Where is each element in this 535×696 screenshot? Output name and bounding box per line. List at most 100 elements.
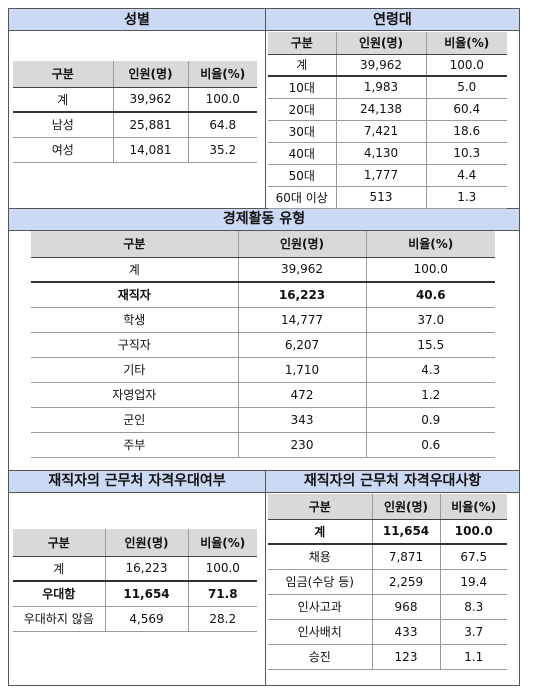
pref-status-row: 우대함 11,654 71.8 bbox=[13, 581, 257, 607]
pref-items-row: 계 11,654 100.0 bbox=[268, 519, 507, 545]
pref-items-row: 승진 123 1.1 bbox=[268, 644, 507, 670]
pref-status-cell: 계 bbox=[13, 556, 106, 582]
pref-status-cell: 11,654 bbox=[105, 581, 189, 607]
pref-status-header-cell: 비율(%) bbox=[188, 529, 257, 557]
preference-status-table: 구분 인원(명) 비율(%) 계 16,223 100.0 우대함 11,654 71.8 우대하… bbox=[13, 529, 257, 632]
pref-items-cell: 968 bbox=[372, 594, 441, 620]
pref-status-cell: 4,569 bbox=[105, 606, 189, 632]
pref-items-cell: 인사배치 bbox=[268, 619, 373, 645]
pref-items-cell: 계 bbox=[268, 519, 373, 545]
age-row: 40대 4,130 10.3 bbox=[268, 142, 507, 165]
pref-items-cell: 8.3 bbox=[440, 594, 507, 620]
pref-items-cell: 채용 bbox=[268, 544, 373, 570]
age-cell: 20대 bbox=[268, 98, 337, 121]
economic-row: 학생 14,777 37.0 bbox=[31, 307, 495, 333]
economic-cell: 자영업자 bbox=[31, 382, 239, 408]
age-cell: 4.4 bbox=[426, 164, 507, 187]
economic-title: 경제활동 유형 bbox=[9, 208, 519, 231]
gender-row: 여성 14,081 35.2 bbox=[13, 137, 257, 163]
pref-items-title: 재직자의 근무처 자격우대사항 bbox=[266, 470, 519, 493]
gender-header-cell: 구분 bbox=[13, 61, 114, 88]
pref-items-cell: 1.1 bbox=[440, 644, 507, 670]
gender-cell: 39,962 bbox=[113, 87, 189, 113]
pref-status-header-cell: 구분 bbox=[13, 529, 106, 557]
gender-cell: 여성 bbox=[13, 137, 114, 163]
economic-cell: 주부 bbox=[31, 432, 239, 458]
pref-status-header-row: 구분 인원(명) 비율(%) bbox=[13, 529, 257, 557]
gender-header-row: 구분 인원(명) 비율(%) bbox=[13, 61, 257, 88]
age-cell: 7,421 bbox=[336, 120, 427, 143]
pref-items-cell: 100.0 bbox=[440, 519, 507, 545]
gender-cell: 25,881 bbox=[113, 112, 189, 138]
pref-status-title: 재직자의 근무처 자격우대여부 bbox=[9, 470, 265, 493]
economic-row: 계 39,962 100.0 bbox=[31, 257, 495, 283]
age-cell: 10대 bbox=[268, 76, 337, 99]
economic-row: 구직자 6,207 15.5 bbox=[31, 332, 495, 358]
economic-cell: 39,962 bbox=[238, 257, 367, 283]
pref-items-cell: 11,654 bbox=[372, 519, 441, 545]
economic-cell: 15.5 bbox=[366, 332, 495, 358]
age-table: 구분 인원(명) 비율(%) 계 39,962 100.0 10대 1,983 5.0 20대 24… bbox=[268, 32, 507, 209]
age-cell: 24,138 bbox=[336, 98, 427, 121]
age-title: 연령대 bbox=[266, 9, 519, 31]
economic-header-cell: 인원(명) bbox=[238, 231, 367, 258]
age-header-cell: 구분 bbox=[268, 32, 337, 55]
pref-items-row: 임금(수당 등) 2,259 19.4 bbox=[268, 569, 507, 595]
pref-items-cell: 67.5 bbox=[440, 544, 507, 570]
economic-cell: 재직자 bbox=[31, 282, 239, 308]
age-cell: 39,962 bbox=[336, 54, 427, 77]
economic-cell: 학생 bbox=[31, 307, 239, 333]
age-row: 10대 1,983 5.0 bbox=[268, 76, 507, 99]
pref-status-header-cell: 인원(명) bbox=[105, 529, 189, 557]
pref-items-header-row: 구분 인원(명) 비율(%) bbox=[268, 494, 507, 520]
age-cell: 60대 이상 bbox=[268, 186, 337, 209]
age-cell: 60.4 bbox=[426, 98, 507, 121]
gender-cell: 100.0 bbox=[188, 87, 257, 113]
economic-cell: 군인 bbox=[31, 407, 239, 433]
pref-status-cell: 71.8 bbox=[188, 581, 257, 607]
economic-cell: 6,207 bbox=[238, 332, 367, 358]
preference-items-table: 구분 인원(명) 비율(%) 계 11,654 100.0 채용 7,871 67.5 임금(수당… bbox=[268, 494, 507, 670]
economic-cell: 0.6 bbox=[366, 432, 495, 458]
pref-items-cell: 3.7 bbox=[440, 619, 507, 645]
economic-cell: 100.0 bbox=[366, 257, 495, 283]
economic-cell: 기타 bbox=[31, 357, 239, 383]
economic-cell: 0.9 bbox=[366, 407, 495, 433]
pref-status-cell: 28.2 bbox=[188, 606, 257, 632]
age-header-cell: 인원(명) bbox=[336, 32, 427, 55]
gender-row: 계 39,962 100.0 bbox=[13, 87, 257, 113]
pref-items-row: 인사배치 433 3.7 bbox=[268, 619, 507, 645]
age-cell: 18.6 bbox=[426, 120, 507, 143]
pref-status-row: 우대하지 않음 4,569 28.2 bbox=[13, 606, 257, 632]
pref-status-cell: 16,223 bbox=[105, 556, 189, 582]
age-row: 60대 이상 513 1.3 bbox=[268, 186, 507, 209]
pref-items-header-cell: 구분 bbox=[268, 494, 373, 520]
pref-items-header-cell: 인원(명) bbox=[372, 494, 441, 520]
pref-status-row: 계 16,223 100.0 bbox=[13, 556, 257, 582]
economic-cell: 40.6 bbox=[366, 282, 495, 308]
pref-status-cell: 100.0 bbox=[188, 556, 257, 582]
gender-cell: 35.2 bbox=[188, 137, 257, 163]
economic-row: 자영업자 472 1.2 bbox=[31, 382, 495, 408]
pref-status-cell: 우대하지 않음 bbox=[13, 606, 106, 632]
gender-cell: 64.8 bbox=[188, 112, 257, 138]
pref-items-header-cell: 비율(%) bbox=[440, 494, 507, 520]
age-cell: 계 bbox=[268, 54, 337, 77]
pref-items-cell: 인사고과 bbox=[268, 594, 373, 620]
age-row: 20대 24,138 60.4 bbox=[268, 98, 507, 121]
pref-items-cell: 2,259 bbox=[372, 569, 441, 595]
age-cell: 50대 bbox=[268, 164, 337, 187]
economic-header-cell: 구분 bbox=[31, 231, 239, 258]
bottom-divider bbox=[265, 470, 266, 685]
age-cell: 1,983 bbox=[336, 76, 427, 99]
economic-header-row: 구분 인원(명) 비율(%) bbox=[31, 231, 495, 258]
pref-items-cell: 승진 bbox=[268, 644, 373, 670]
pref-items-row: 인사고과 968 8.3 bbox=[268, 594, 507, 620]
gender-table: 구분 인원(명) 비율(%) 계 39,962 100.0 남성 25,881 64.8 여성 14… bbox=[13, 61, 257, 163]
economic-row: 군인 343 0.9 bbox=[31, 407, 495, 433]
economic-cell: 계 bbox=[31, 257, 239, 283]
economic-cell: 4.3 bbox=[366, 357, 495, 383]
pref-items-cell: 19.4 bbox=[440, 569, 507, 595]
age-cell: 40대 bbox=[268, 142, 337, 165]
pref-items-row: 채용 7,871 67.5 bbox=[268, 544, 507, 570]
